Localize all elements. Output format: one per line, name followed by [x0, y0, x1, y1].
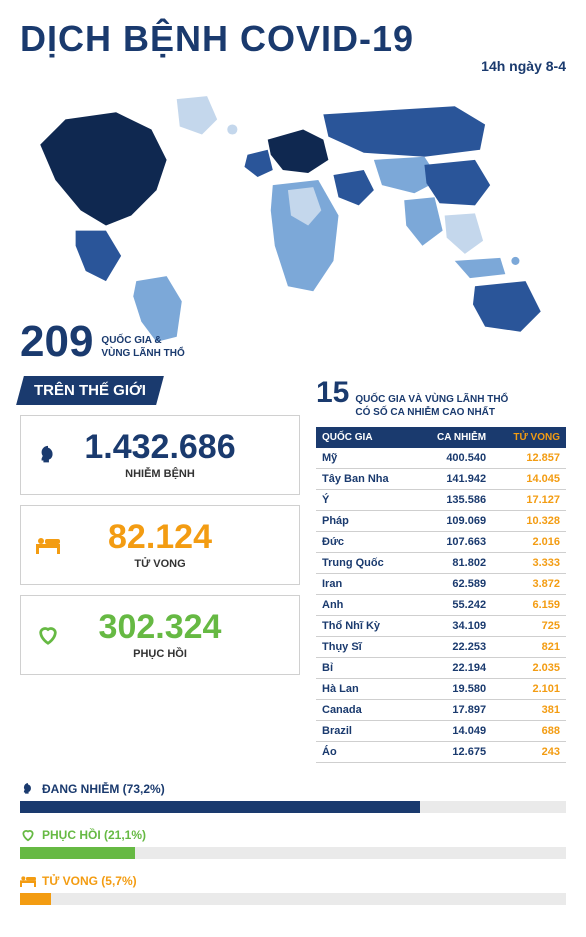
table-row: Iran62.5893.872: [316, 573, 566, 594]
page-subtitle: 14h ngày 8-4: [20, 58, 566, 74]
bar-track: [20, 847, 566, 859]
world-map: [20, 84, 566, 352]
table-row: Ý135.58617.127: [316, 489, 566, 510]
bar-fill: [20, 893, 51, 905]
bar-track: [20, 801, 566, 813]
th-country: QUỐC GIA: [316, 427, 415, 448]
th-deaths: TỬ VONG: [492, 427, 566, 448]
table-row: Áo12.675243: [316, 741, 566, 762]
table-row: Anh55.2426.159: [316, 594, 566, 615]
recovered-label: PHỤC HỒI: [33, 648, 287, 660]
table-row: Trung Quốc81.8023.333: [316, 552, 566, 573]
world-header: TRÊN THẾ GIỚI: [16, 376, 164, 405]
countries-number: 209: [20, 320, 93, 364]
bar-track: [20, 893, 566, 905]
table-row: Hà Lan19.5802.101: [316, 678, 566, 699]
table-row: Tây Ban Nha141.94214.045: [316, 468, 566, 489]
stat-recovered: 302.324 PHỤC HỒI: [20, 595, 300, 675]
table-row: Mỹ400.54012.857: [316, 448, 566, 469]
top15-number: 15: [316, 376, 349, 410]
bar-group: PHỤC HỒI (21,1%): [20, 827, 566, 859]
table-row: Thụy Sĩ22.253821: [316, 636, 566, 657]
table-row: Bỉ22.1942.035: [316, 657, 566, 678]
bar-fill: [20, 847, 135, 859]
bar-label-text: PHỤC HỒI (21,1%): [42, 828, 146, 842]
heart-icon: [20, 827, 36, 843]
bed-icon: [35, 532, 61, 558]
stat-deaths: 82.124 TỬ VONG: [20, 505, 300, 585]
bar-fill: [20, 801, 420, 813]
bar-group: ĐANG NHIỄM (73,2%): [20, 781, 566, 813]
table-row: Brazil14.049688: [316, 720, 566, 741]
bed-icon: [20, 873, 36, 889]
stat-infected: 1.432.686 NHIỄM BỆNH: [20, 415, 300, 495]
page-title: DỊCH BỆNH COVID-19: [20, 18, 566, 60]
infected-label: NHIỄM BỆNH: [33, 468, 287, 480]
top15-table: QUỐC GIA CA NHIỄM TỬ VONG Mỹ400.54012.85…: [316, 427, 566, 763]
head-icon: [35, 442, 61, 468]
infected-value: 1.432.686: [33, 430, 287, 464]
table-row: Đức107.6632.016: [316, 531, 566, 552]
top15-header: 15 QUỐC GIA VÀ VÙNG LÃNH THỔ CÓ SỐ CA NH…: [316, 376, 566, 419]
deaths-label: TỬ VONG: [33, 558, 287, 570]
table-row: Canada17.897381: [316, 699, 566, 720]
recovered-value: 302.324: [33, 610, 287, 644]
bar-label-text: ĐANG NHIỄM (73,2%): [42, 782, 165, 796]
top15-label: QUỐC GIA VÀ VÙNG LÃNH THỔ CÓ SỐ CA NHIỄM…: [355, 393, 508, 419]
deaths-value: 82.124: [33, 520, 287, 554]
head-icon: [20, 781, 36, 797]
th-cases: CA NHIỄM: [415, 427, 492, 448]
countries-label: QUỐC GIA & VÙNG LÃNH THỔ: [101, 334, 184, 364]
bar-group: TỬ VONG (5,7%): [20, 873, 566, 905]
table-row: Pháp109.06910.328: [316, 510, 566, 531]
bar-label-text: TỬ VONG (5,7%): [42, 874, 137, 888]
table-row: Thổ Nhĩ Kỳ34.109725: [316, 615, 566, 636]
heart-icon: [35, 622, 61, 648]
